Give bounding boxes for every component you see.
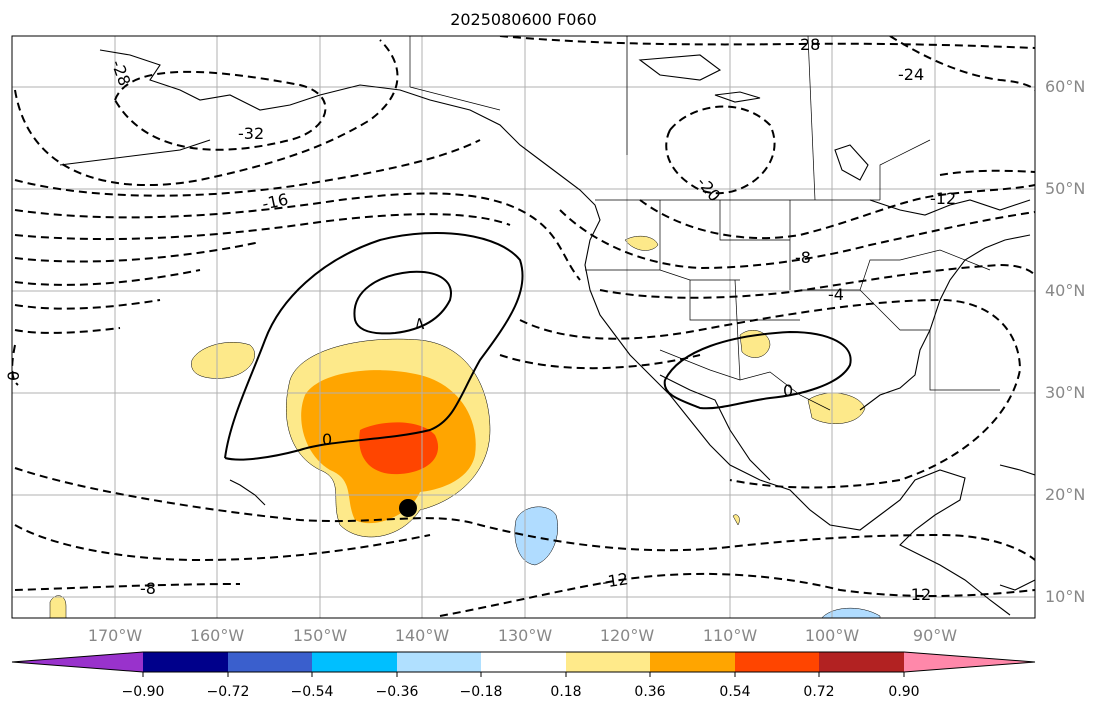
colorbar-segment bbox=[566, 652, 650, 672]
contour-label: 0 bbox=[4, 371, 23, 381]
colorbar-segment bbox=[481, 652, 566, 672]
contour-label: -28 bbox=[108, 57, 135, 88]
colorbar-tick-label: 0.54 bbox=[719, 684, 751, 700]
contour-label: 28 bbox=[800, 35, 820, 54]
lat-label: 60°N bbox=[1045, 77, 1086, 96]
contour-label: -12 bbox=[930, 189, 956, 208]
colorbar-segment bbox=[819, 652, 904, 672]
colorbar-segment bbox=[228, 652, 312, 672]
colorbar-tick-label: −0.18 bbox=[459, 684, 503, 700]
colorbar-tick-label: 0.72 bbox=[803, 684, 835, 700]
lon-label: 170°W bbox=[87, 626, 143, 645]
contour-label: -8 bbox=[795, 248, 811, 267]
colorbar-tick-label: −0.72 bbox=[206, 684, 250, 700]
zero-contours bbox=[224, 231, 852, 461]
contour-label: 0 bbox=[322, 430, 332, 449]
colorbar bbox=[11, 651, 1036, 677]
lon-label: 140°W bbox=[394, 626, 450, 645]
contour-label: -8 bbox=[140, 579, 156, 598]
map-title: 2025080600 F060 bbox=[450, 10, 597, 29]
political-borders bbox=[409, 36, 1000, 411]
colorbar-tick-label: 0.90 bbox=[888, 684, 920, 700]
contour-label: -12 bbox=[905, 585, 931, 604]
lat-label: 20°N bbox=[1045, 485, 1086, 504]
colorbar-segment bbox=[735, 652, 819, 672]
colorbar-tick-label: 0.36 bbox=[634, 684, 666, 700]
lon-label: 150°W bbox=[292, 626, 348, 645]
colorbar-segment bbox=[650, 652, 735, 672]
contour-label: -12 bbox=[601, 569, 630, 591]
contour-labels: 28 -28 -24 -32 -20 -16 -12 -8 -4 4 0 0 0… bbox=[4, 35, 956, 604]
colorbar-segment bbox=[143, 652, 228, 672]
negative-contours bbox=[12, 36, 1035, 617]
colorbar-segment bbox=[312, 652, 397, 672]
anomaly-shading bbox=[49, 235, 881, 618]
lat-label: 50°N bbox=[1045, 179, 1086, 198]
lon-label: 130°W bbox=[497, 626, 553, 645]
lat-label: 40°N bbox=[1045, 281, 1086, 300]
colorbar-segment bbox=[904, 652, 1035, 672]
contour-label: -32 bbox=[238, 124, 264, 143]
colorbar-tick-label: −0.90 bbox=[121, 684, 165, 700]
colorbar-tick-label: −0.54 bbox=[290, 684, 334, 700]
colorbar-segment bbox=[397, 652, 481, 672]
contour-label: -24 bbox=[898, 65, 924, 84]
contour-label: -4 bbox=[828, 285, 844, 304]
lon-label: 160°W bbox=[189, 626, 245, 645]
lon-label: 120°W bbox=[599, 626, 655, 645]
colorbar-segment bbox=[12, 652, 143, 672]
lat-label: 30°N bbox=[1045, 383, 1086, 402]
contour-label: -16 bbox=[260, 190, 290, 214]
lat-label: 10°N bbox=[1045, 587, 1086, 606]
marker-dot bbox=[399, 499, 417, 517]
contour-label: 0 bbox=[783, 381, 793, 400]
colorbar-tick-label: 0.18 bbox=[550, 684, 582, 700]
colorbar-tick-label: −0.36 bbox=[375, 684, 419, 700]
lon-label: 110°W bbox=[702, 626, 758, 645]
lon-label: 90°W bbox=[912, 626, 958, 645]
lon-label: 100°W bbox=[804, 626, 860, 645]
map-frame bbox=[11, 35, 1036, 619]
